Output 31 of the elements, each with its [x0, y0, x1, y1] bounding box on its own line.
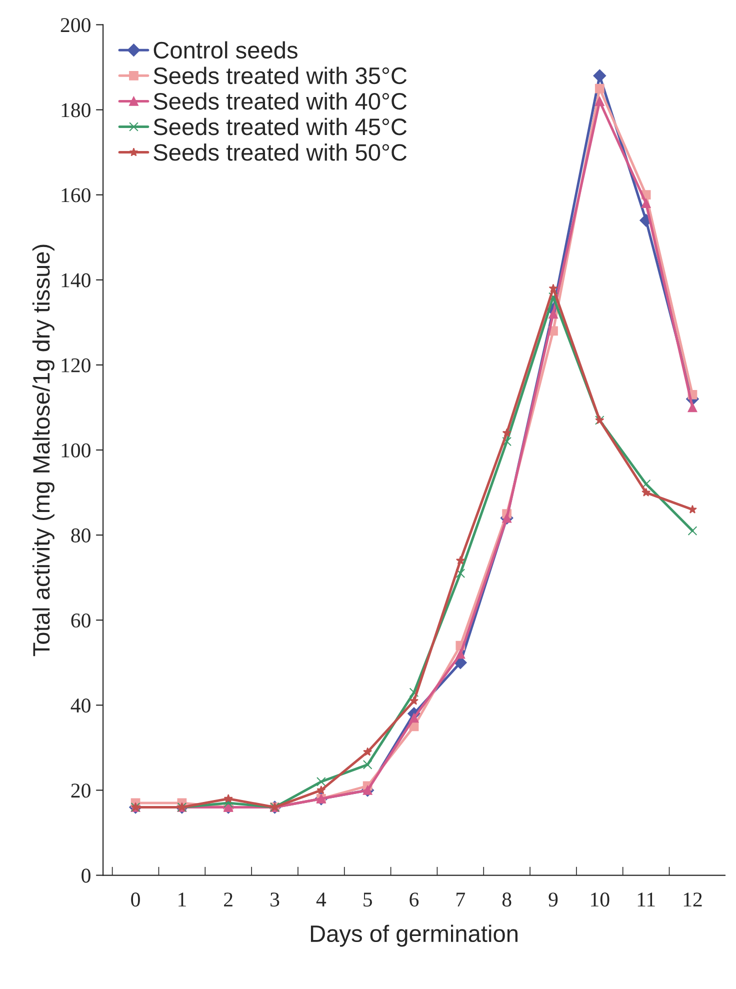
y-tick-label: 120 [62, 358, 90, 372]
x-tick-label: 3 [270, 892, 280, 907]
y-tick-label: 200 [60, 18, 90, 32]
x-tick-label: 4 [316, 892, 326, 906]
y-tick-label: 20 [71, 784, 90, 798]
legend-label: Seeds treated with 45°C [154, 118, 407, 136]
y-tick-label: 180 [62, 103, 90, 118]
x-tick-label: 12 [684, 892, 702, 906]
y-tick-label: 160 [62, 188, 90, 202]
x-tick-label: 0 [131, 892, 140, 907]
y-tick-label: 40 [70, 698, 90, 713]
x-tick-label: 7 [456, 892, 466, 906]
x-tick-label: 2 [224, 892, 232, 906]
legend-label: Seeds treated with 35°C [154, 66, 407, 84]
y-tick-label: 60 [71, 613, 90, 628]
legend-label: Control seeds [154, 41, 298, 59]
legend-label: Seeds treated with 50°C [154, 143, 407, 161]
x-axis-title: Days of germination [310, 924, 518, 947]
y-tick-label: 0 [82, 868, 90, 883]
y-axis-title: Total activity (mg Maltose/1g dry tissue) [32, 244, 54, 656]
y-tick-label: 140 [62, 273, 90, 288]
x-tick-label: 5 [364, 892, 372, 907]
x-tick-label: 6 [410, 892, 419, 907]
x-tick-label: 8 [502, 892, 512, 907]
y-tick-label: 100 [62, 443, 90, 458]
x-tick-label: 9 [548, 892, 558, 907]
legend-label: Seeds treated with 40°C [154, 92, 407, 110]
x-tick-label: 10 [591, 892, 610, 907]
x-tick-label: 11 [638, 892, 655, 906]
x-tick-label: 1 [178, 892, 186, 906]
y-tick-label: 80 [71, 528, 90, 542]
